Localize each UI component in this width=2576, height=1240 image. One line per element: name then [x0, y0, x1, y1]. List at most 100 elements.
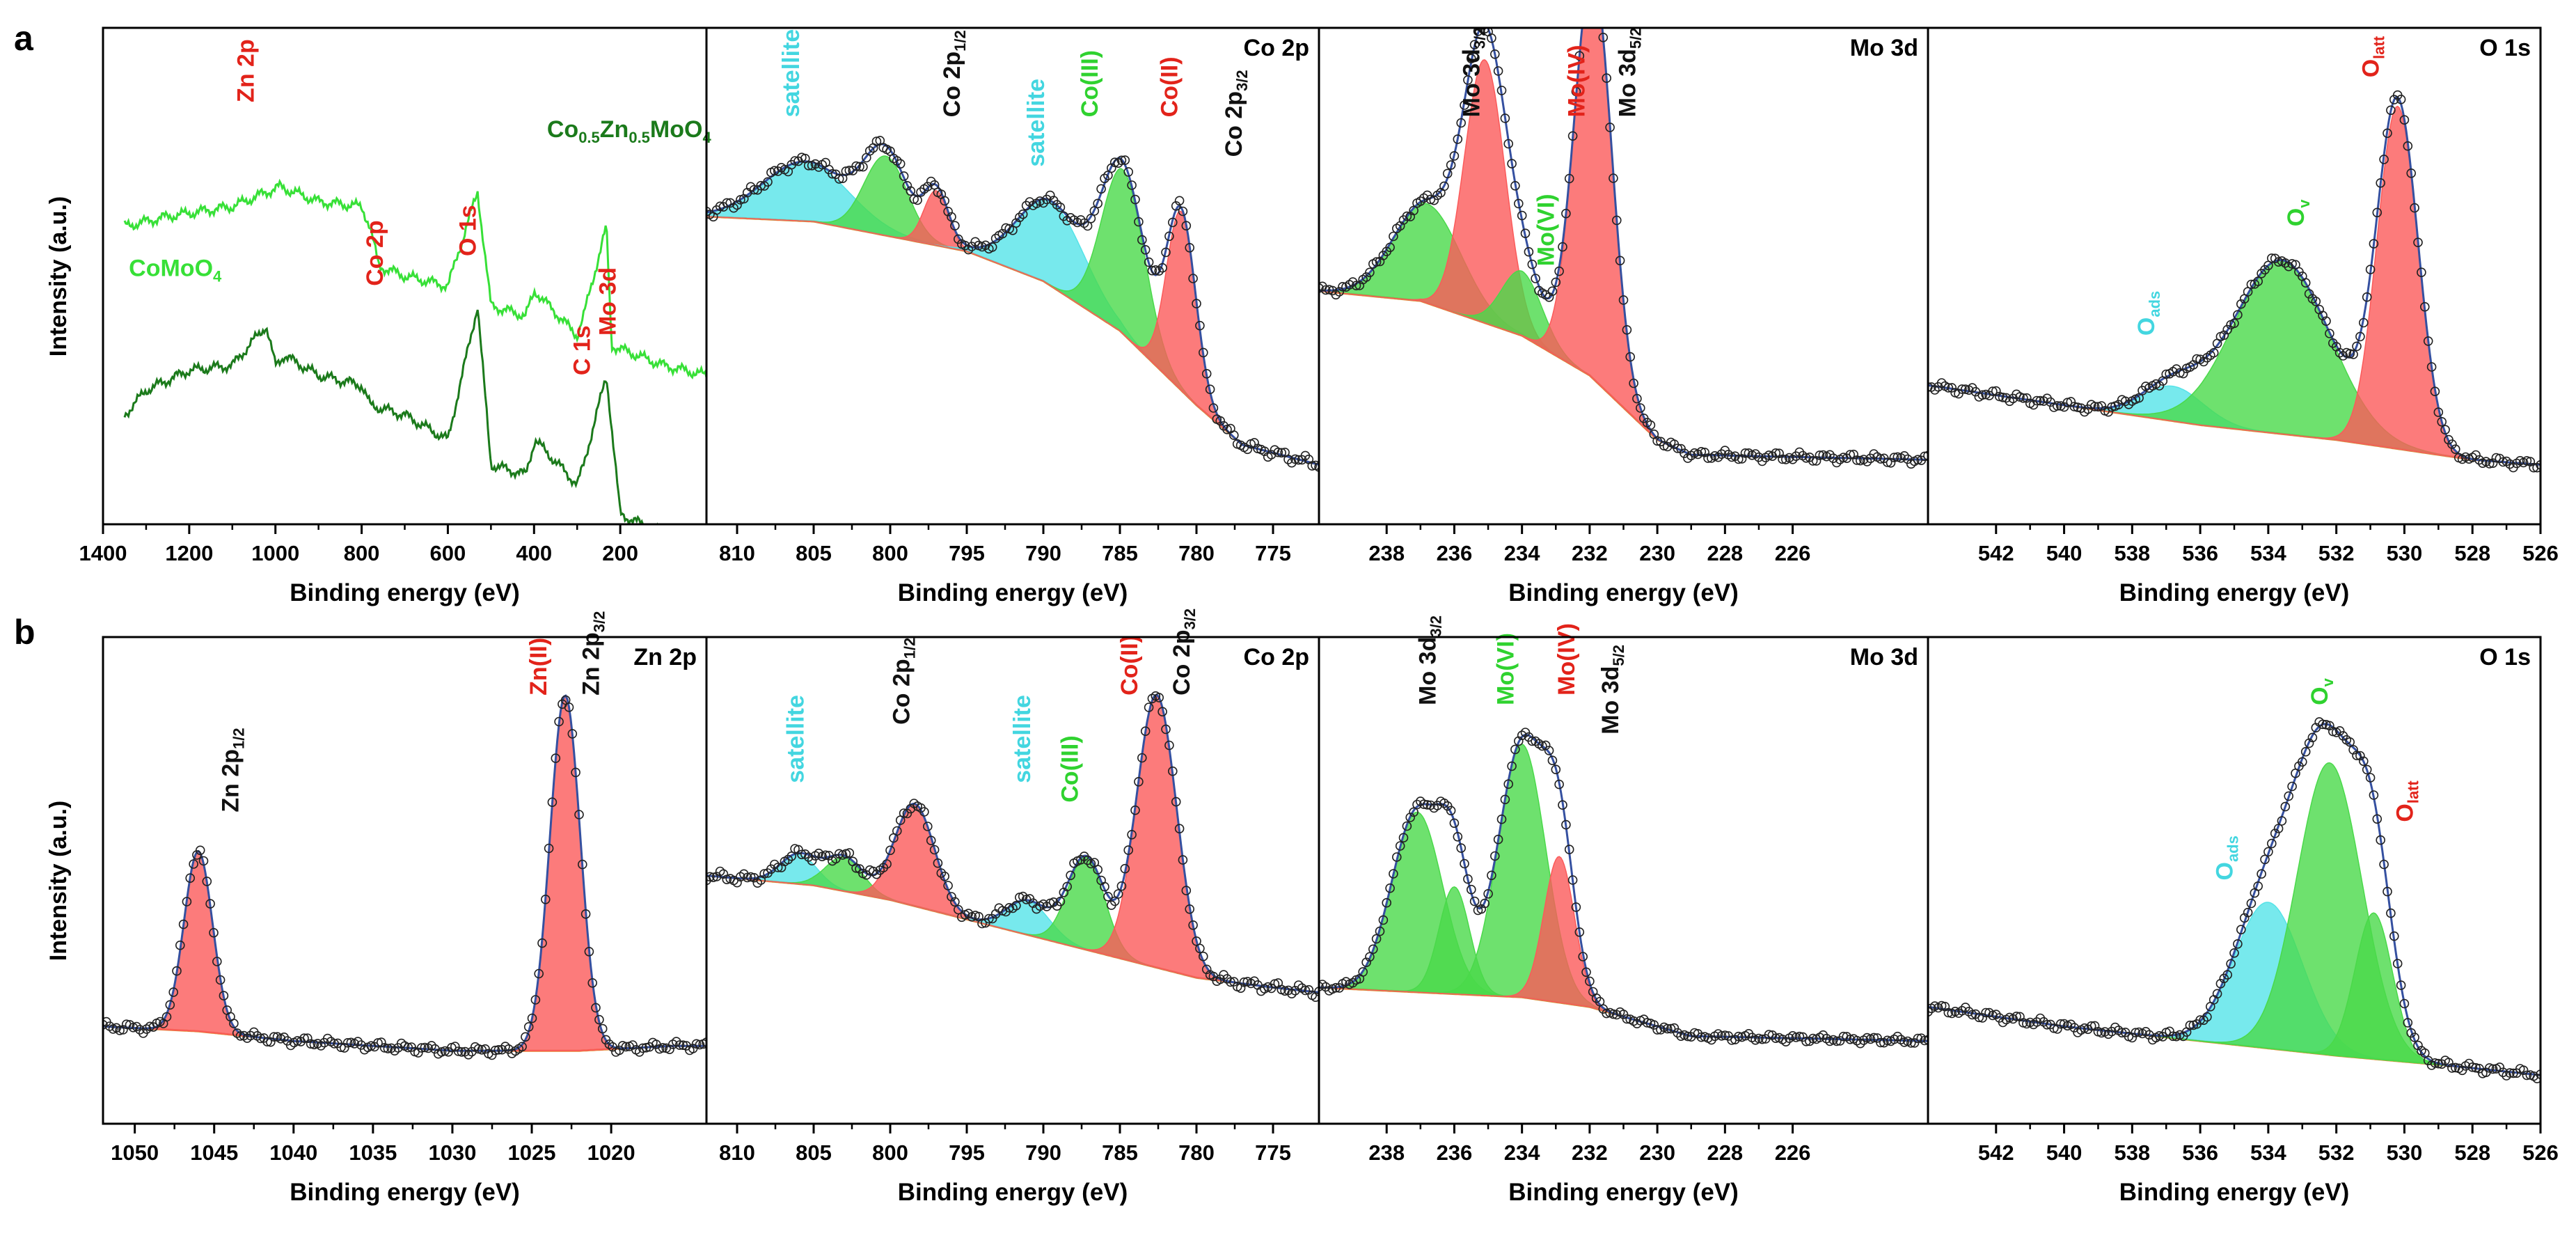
data-point — [1371, 934, 1382, 944]
data-point — [1574, 51, 1585, 61]
x-tick-label: 234 — [1504, 1140, 1540, 1165]
peak-label: Olatt — [2392, 780, 2421, 822]
data-point — [1636, 403, 1645, 413]
x-tick-label: 1045 — [190, 1140, 238, 1165]
data-point — [1811, 456, 1822, 466]
data-point — [940, 871, 949, 881]
data-point — [1469, 896, 1480, 907]
label-text: Co(II) — [1116, 635, 1143, 696]
data-point — [695, 1039, 705, 1050]
data-point — [265, 1037, 276, 1047]
data-point — [1893, 1031, 1903, 1042]
data-point — [706, 872, 715, 882]
data-point — [906, 186, 916, 196]
data-point — [1164, 740, 1174, 751]
raw-data-points — [1928, 717, 2541, 1083]
data-point — [373, 1038, 383, 1048]
peak-label: Ov — [2283, 199, 2313, 226]
data-point — [1460, 100, 1469, 110]
data-point — [1004, 903, 1014, 913]
data-point — [1666, 1023, 1676, 1034]
data-point — [2386, 908, 2396, 918]
x-tick-label: 232 — [1572, 1140, 1608, 1165]
data-point — [1943, 383, 1954, 393]
data-point — [2447, 439, 2457, 449]
peak-label: Mo(IV) — [1563, 45, 1590, 117]
data-point — [2383, 128, 2392, 139]
data-point — [2253, 881, 2263, 891]
plot-area — [1319, 0, 1928, 469]
data-point — [212, 957, 222, 966]
data-point — [1100, 173, 1109, 184]
fitted-peak — [706, 694, 1319, 994]
peak-label: Mo 3d — [595, 267, 622, 336]
data-point — [1551, 764, 1561, 774]
data-point — [1991, 1010, 2001, 1019]
plot-area — [123, 178, 706, 524]
data-point — [1402, 211, 1412, 221]
data-point — [787, 851, 796, 861]
label-text: satellite — [1009, 695, 1036, 783]
data-point — [2451, 444, 2460, 455]
data-point — [322, 1033, 333, 1044]
data-point — [899, 171, 909, 181]
data-point — [1201, 368, 1212, 379]
data-point — [2399, 115, 2410, 125]
data-point — [2263, 847, 2273, 857]
x-tick-label: 775 — [1255, 1140, 1291, 1165]
data-point — [1375, 926, 1385, 936]
data-point — [2505, 1068, 2515, 1078]
data-point — [807, 856, 817, 865]
data-point — [1652, 436, 1662, 446]
data-point — [376, 1037, 386, 1047]
data-point — [1852, 455, 1862, 465]
label-subscript: 4 — [213, 268, 222, 285]
data-point — [1882, 457, 1893, 467]
data-point — [1517, 210, 1527, 221]
x-tick-label: 200 — [602, 541, 638, 565]
data-point — [1524, 246, 1534, 257]
data-point — [1947, 383, 1957, 393]
data-point — [2536, 1069, 2541, 1079]
data-point — [1928, 1007, 1933, 1017]
data-point — [594, 1014, 604, 1025]
data-point — [1751, 449, 1760, 459]
data-point — [306, 1039, 316, 1049]
peak-label: Mo 3d5/2 — [1614, 28, 1644, 118]
data-point — [1622, 1014, 1632, 1024]
data-point — [828, 168, 837, 179]
peak-label: Co 2p — [362, 220, 388, 285]
data-point — [209, 927, 219, 938]
x-tick-label: 1400 — [79, 541, 127, 565]
data-point — [1116, 881, 1127, 891]
data-point — [1140, 726, 1151, 736]
data-point — [1551, 277, 1561, 288]
raw-data-points — [706, 691, 1319, 1002]
data-point — [1596, 0, 1604, 5]
data-point — [665, 1044, 674, 1054]
data-point — [1123, 167, 1133, 177]
data-point — [1082, 855, 1093, 865]
data-point — [1018, 891, 1028, 902]
x-tick-label: 1000 — [251, 541, 299, 565]
data-point — [1395, 841, 1405, 851]
data-point — [2334, 726, 2345, 736]
data-point — [1113, 889, 1123, 899]
data-point — [1144, 703, 1154, 712]
data-point — [1449, 151, 1460, 161]
data-point — [2498, 457, 2508, 467]
data-point — [2053, 401, 2062, 411]
data-point — [783, 854, 793, 865]
data-point — [1862, 457, 1872, 466]
panel-row-label: a — [14, 19, 34, 58]
data-point — [235, 1031, 246, 1041]
data-point — [229, 1019, 239, 1028]
data-point — [963, 244, 974, 255]
data-point — [464, 1050, 473, 1060]
data-point — [1808, 456, 1818, 466]
peak-label: satellite — [783, 695, 809, 783]
data-point — [1208, 403, 1219, 413]
data-point — [954, 234, 963, 244]
data-point — [1015, 212, 1025, 223]
data-point — [936, 868, 947, 878]
